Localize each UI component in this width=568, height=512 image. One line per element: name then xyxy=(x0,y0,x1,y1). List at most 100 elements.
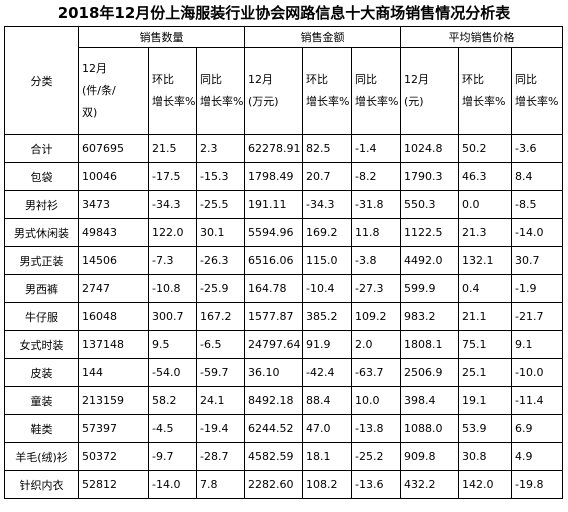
sub-header-line: 同比 xyxy=(355,73,377,86)
data-row: 羊毛(绒)衫 50372 -9.7 -28.7 4582.59 18.1 -25.2 909.… xyxy=(4,442,564,471)
value-cell: 57397 xyxy=(78,414,149,443)
value-cell: 1808.1 xyxy=(400,330,459,359)
sub-header: 12月 (万元) xyxy=(244,47,303,135)
value-cell: 4.9 xyxy=(510,442,564,471)
value-cell: 8492.18 xyxy=(244,386,303,415)
value-cell: -34.3 xyxy=(302,190,352,219)
group-header: 平均销售价格 xyxy=(399,26,564,48)
sub-header-line: 12月 xyxy=(248,73,273,86)
sub-header-line: (万元) xyxy=(248,95,279,108)
sub-header-line: 环比 xyxy=(462,73,484,86)
value-cell: 10.0 xyxy=(351,386,401,415)
sub-header-line: (件/条/ xyxy=(82,84,116,97)
sub-header: 环比 增长率% xyxy=(302,47,352,135)
value-cell: 0.0 xyxy=(458,190,512,219)
data-row: 鞋类 57397 -4.5 -19.4 6244.52 47.0 -13.8 1088.0 53… xyxy=(4,414,564,443)
value-cell: -10.8 xyxy=(148,274,197,303)
data-row: 皮装 144 -54.0 -59.7 36.10 -42.4 -63.7 2506.9 25.1… xyxy=(4,358,564,387)
sub-header: 同比 增长率% xyxy=(510,47,564,135)
value-cell: -19.8 xyxy=(510,470,564,499)
value-cell: 300.7 xyxy=(148,302,197,331)
category-cell: 女式时装 xyxy=(4,330,79,359)
category-cell: 牛仔服 xyxy=(4,302,79,331)
group-header-row: 分类 销售数量 销售金额 平均销售价格 xyxy=(4,26,564,135)
value-cell: 16048 xyxy=(78,302,149,331)
category-cell: 鞋类 xyxy=(4,414,79,443)
sub-header-line: 12月 xyxy=(404,73,429,86)
value-cell: -8.2 xyxy=(351,162,401,191)
data-row: 男式休闲装 49843 122.0 30.1 5594.96 169.2 11.8 1122.… xyxy=(4,218,564,247)
value-cell: 213159 xyxy=(78,386,149,415)
value-cell: 8.4 xyxy=(510,162,564,191)
value-cell: 21.1 xyxy=(458,302,512,331)
value-cell: 115.0 xyxy=(302,246,352,275)
value-cell: 18.1 xyxy=(302,442,352,471)
sub-header-row: 12月 (件/条/双) 环比 增长率% 同比 增长率% 12月 (万元) 环比 增长率% 同比 增长率… xyxy=(5,47,564,135)
category-cell: 包袋 xyxy=(4,162,79,191)
value-cell: 108.2 xyxy=(302,470,352,499)
value-cell: 9.5 xyxy=(148,330,197,359)
value-cell: 1088.0 xyxy=(400,414,459,443)
value-cell: 19.1 xyxy=(458,386,512,415)
value-cell: -1.4 xyxy=(351,134,401,163)
value-cell: 6.9 xyxy=(510,414,564,443)
sub-header-line: 环比 xyxy=(306,73,328,86)
value-cell: 21.5 xyxy=(148,134,197,163)
value-cell: 25.1 xyxy=(458,358,512,387)
category-cell: 男西裤 xyxy=(4,274,79,303)
value-cell: 983.2 xyxy=(400,302,459,331)
value-cell: 6244.52 xyxy=(244,414,303,443)
value-cell: 24797.64 xyxy=(244,330,303,359)
value-cell: 2.3 xyxy=(196,134,245,163)
value-cell: 30.8 xyxy=(458,442,512,471)
value-cell: 132.1 xyxy=(458,246,512,275)
value-cell: 109.2 xyxy=(351,302,401,331)
category-cell: 童装 xyxy=(4,386,79,415)
value-cell: 14506 xyxy=(78,246,149,275)
sub-header-line: 增长率% xyxy=(200,95,244,108)
sub-header: 环比 增长率% xyxy=(148,47,197,135)
value-cell: -54.0 xyxy=(148,358,197,387)
value-cell: -14.0 xyxy=(510,218,564,247)
value-cell: 599.9 xyxy=(400,274,459,303)
value-cell: 142.0 xyxy=(458,470,512,499)
value-cell: 53.9 xyxy=(458,414,512,443)
category-cell: 男衬衫 xyxy=(4,190,79,219)
value-cell: 432.2 xyxy=(400,470,459,499)
value-cell: 50372 xyxy=(78,442,149,471)
value-cell: 3473 xyxy=(78,190,149,219)
value-cell: -8.5 xyxy=(510,190,564,219)
table-title: 2018年12月份上海服装行业协会网路信息十大商场销售情况分析表 xyxy=(57,4,511,22)
value-cell: -25.9 xyxy=(196,274,245,303)
value-cell: -25.2 xyxy=(351,442,401,471)
value-cell: 1122.5 xyxy=(400,218,459,247)
value-cell: 30.7 xyxy=(510,246,564,275)
value-cell: 4582.59 xyxy=(244,442,303,471)
value-cell: 167.2 xyxy=(196,302,245,331)
value-cell: 88.4 xyxy=(302,386,352,415)
category-cell: 合计 xyxy=(4,134,79,163)
value-cell: 550.3 xyxy=(400,190,459,219)
sub-header-line: 增长率% xyxy=(355,95,399,108)
value-cell: -17.5 xyxy=(148,162,197,191)
value-cell: -28.7 xyxy=(196,442,245,471)
sub-header: 12月 (件/条/双) xyxy=(78,47,149,135)
value-cell: -6.5 xyxy=(196,330,245,359)
value-cell: 58.2 xyxy=(148,386,197,415)
group-header: 销售数量 xyxy=(78,26,245,48)
value-cell: 20.7 xyxy=(302,162,352,191)
value-cell: 49843 xyxy=(78,218,149,247)
value-cell: 1577.87 xyxy=(244,302,303,331)
sub-header: 12月 (元) xyxy=(400,47,459,135)
sub-header: 同比增长率% xyxy=(351,47,401,135)
value-cell: 607695 xyxy=(78,134,149,163)
value-cell: 4492.0 xyxy=(400,246,459,275)
data-row: 童装 213159 58.2 24.1 8492.18 88.4 10.0 398.4 19.1… xyxy=(4,386,564,415)
data-row: 牛仔服 16048 300.7 167.2 1577.87 385.2 109.2 983.2… xyxy=(4,302,564,331)
value-cell: -1.9 xyxy=(510,274,564,303)
value-cell: 91.9 xyxy=(302,330,352,359)
value-cell: 1790.3 xyxy=(400,162,459,191)
category-cell: 针织内衣 xyxy=(4,470,79,499)
sub-header-line: 环比 xyxy=(152,73,174,86)
sub-header: 环比 增长率% xyxy=(458,47,512,135)
